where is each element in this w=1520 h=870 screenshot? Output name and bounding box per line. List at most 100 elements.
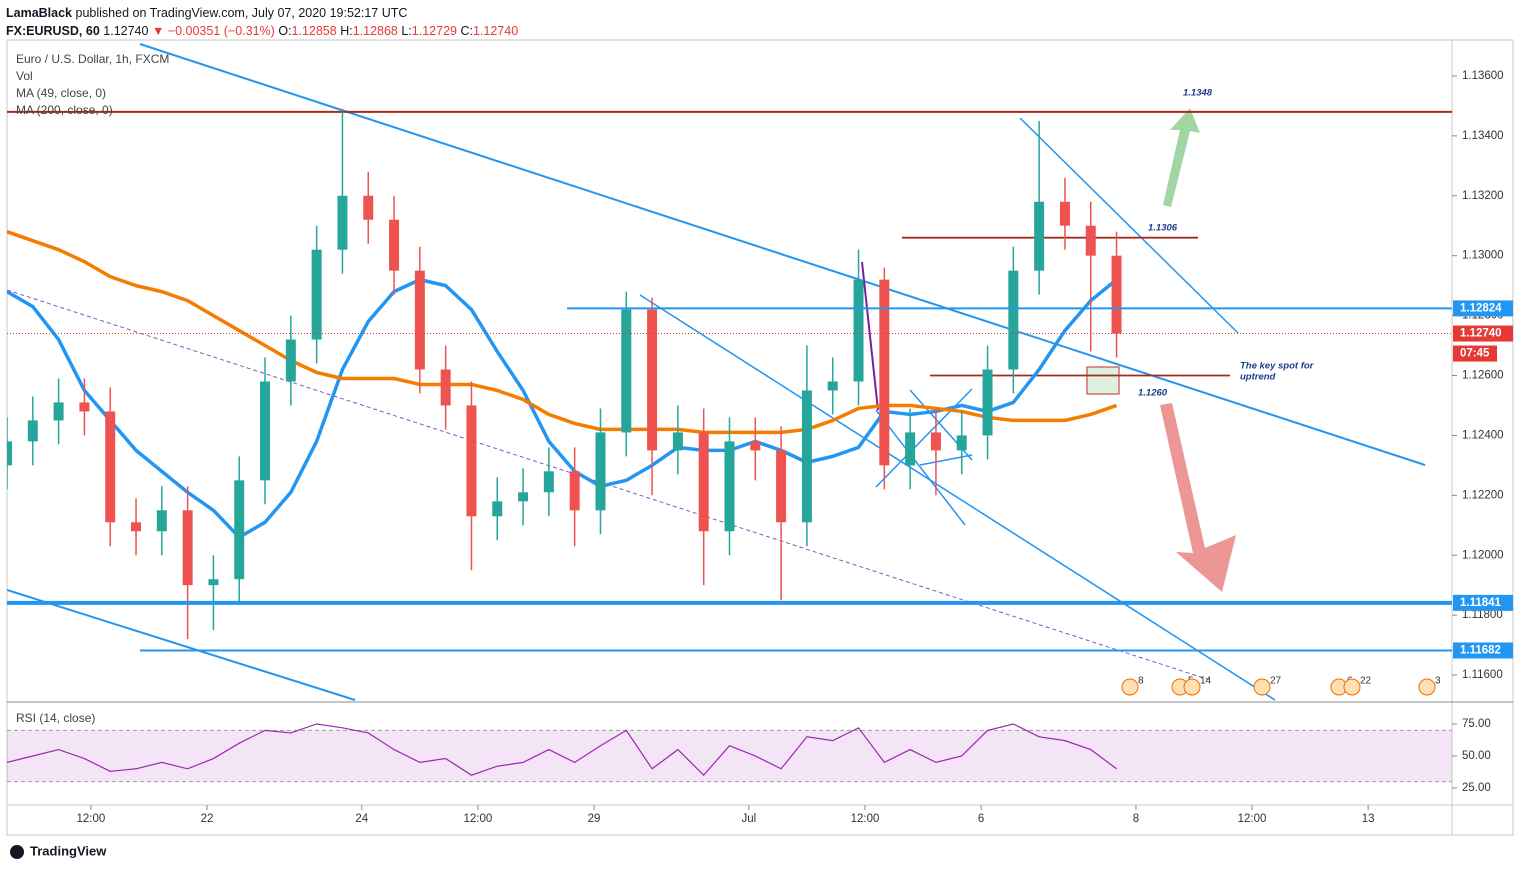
legend-title: Euro / U.S. Dollar, 1h, FXCM <box>16 52 169 66</box>
time-tick-label: 24 <box>355 813 368 825</box>
candle-body <box>982 369 993 436</box>
price-tick-label: 1.13400 <box>1462 130 1504 142</box>
time-tick-label: 6 <box>978 813 984 825</box>
price-tick-label: 1.11800 <box>1462 609 1503 621</box>
candle-body <box>337 195 348 250</box>
rsi-tick-label: 50.00 <box>1462 750 1491 762</box>
time-tick-label: 22 <box>201 813 214 825</box>
o-label: O: <box>278 24 292 38</box>
header: LamaBlack published on TradingView.com, … <box>6 4 518 40</box>
candle-body <box>1034 201 1045 271</box>
candle-body <box>208 579 219 586</box>
candle-body <box>698 432 709 532</box>
note: The key spot for <box>1240 361 1315 372</box>
candle-body <box>672 432 683 451</box>
rsi-pane <box>7 723 1452 783</box>
rsi-tick-label: 75.00 <box>1462 718 1491 730</box>
c-value: 1.12740 <box>472 24 519 38</box>
price-tick-label: 1.12200 <box>1462 489 1504 501</box>
candle-body <box>311 249 322 340</box>
price-tick-label: 1.13000 <box>1462 250 1504 262</box>
logo <box>10 845 24 859</box>
event-label: 3 <box>1435 676 1441 687</box>
candle-body <box>518 492 529 502</box>
impulse-line <box>861 261 879 411</box>
publish-line: LamaBlack published on TradingView.com, … <box>6 4 518 22</box>
candle-body <box>79 402 90 412</box>
candle-body <box>543 471 554 493</box>
time-tick-label: 13 <box>1362 813 1375 825</box>
candle-body <box>879 279 890 466</box>
moving-average <box>7 230 1118 435</box>
main-pane <box>7 108 1452 640</box>
event-icon <box>1343 678 1361 696</box>
candle-body <box>905 432 916 466</box>
o-value: 1.12858 <box>291 24 337 38</box>
trend-line <box>639 294 1276 701</box>
triangle-line <box>875 409 966 526</box>
candle-body <box>827 381 838 391</box>
legend-ma: MA (200, close, 0) <box>16 103 113 117</box>
level-tag-label: 1.11841 <box>1460 597 1502 609</box>
annotation-label: 1.1260 <box>1138 388 1168 399</box>
down-arrow <box>1160 403 1236 592</box>
last: 1.12740 <box>103 24 149 38</box>
annotation-label: 1.1306 <box>1148 223 1178 234</box>
trend-line <box>139 43 1426 466</box>
rsi-title: RSI (14, close) <box>16 711 95 725</box>
candle-body <box>1059 201 1070 226</box>
candle-body <box>492 501 503 517</box>
candle-body <box>1085 225 1096 256</box>
candle-body <box>414 270 425 370</box>
candle-body <box>260 381 271 481</box>
footer-brand: TradingView <box>30 843 107 858</box>
price-tick-label: 1.13200 <box>1462 190 1504 202</box>
h-label: H: <box>340 24 353 38</box>
candle-body <box>131 522 142 532</box>
price-tick-label: 1.12600 <box>1462 370 1504 382</box>
time-tick-label: Jul <box>742 813 757 825</box>
current-tag-label: 1.12740 <box>1460 328 1502 340</box>
candle-body <box>363 195 374 220</box>
time-tick-label: 29 <box>588 813 601 825</box>
publish-info: published on TradingView.com, July 07, 2… <box>75 6 408 20</box>
candle-body <box>105 411 116 523</box>
event-label: 8 <box>1138 676 1144 687</box>
event-icon <box>1253 678 1271 696</box>
candle-body <box>182 510 193 586</box>
candle-body <box>956 435 967 451</box>
time-tick-label: 12:00 <box>76 813 105 825</box>
price-tick-label: 1.12000 <box>1462 549 1504 561</box>
l-label: L: <box>401 24 412 38</box>
legend-ma: MA (49, close, 0) <box>16 86 106 100</box>
price-tick-label: 1.11600 <box>1462 669 1503 681</box>
level-tag-label: 1.11682 <box>1460 645 1501 657</box>
event-label: 14 <box>1200 676 1212 687</box>
candle-body <box>569 471 580 511</box>
candle-body <box>750 441 761 451</box>
symbol: FX:EURUSD, 60 <box>6 24 100 38</box>
note: uptrend <box>1240 372 1276 383</box>
author: LamaBlack <box>6 6 73 20</box>
candle-body <box>776 450 787 523</box>
moving-average <box>7 277 1118 539</box>
up-arrow <box>1163 108 1200 207</box>
key-box <box>1086 366 1120 395</box>
level-tag <box>1453 300 1513 317</box>
candle-body <box>53 402 64 421</box>
trend-line <box>7 589 356 701</box>
candle-body <box>647 309 658 451</box>
candle-body <box>930 432 941 451</box>
l-value: 1.12729 <box>411 24 457 38</box>
time-tick-label: 8 <box>1133 813 1139 825</box>
price-tick-label: 1.13600 <box>1462 70 1504 82</box>
countdown-tag <box>1453 345 1497 362</box>
candle-body <box>466 405 477 517</box>
c-label: C: <box>460 24 473 38</box>
event-label: 22 <box>1360 676 1372 687</box>
h-value: 1.12868 <box>352 24 398 38</box>
candle-body <box>7 441 12 466</box>
event-icon <box>1418 678 1436 696</box>
